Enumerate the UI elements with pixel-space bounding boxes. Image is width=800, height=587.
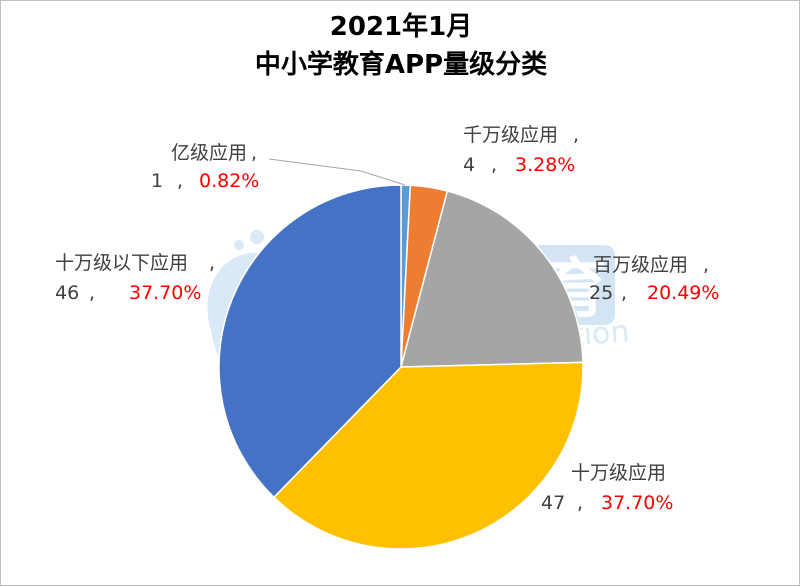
pie-slice-4 [218, 184, 402, 499]
watermark-drop-icon [250, 230, 264, 244]
label-comma: , [251, 142, 257, 164]
slice-label-name: 亿级应用 [171, 142, 247, 164]
slice-label-name: 十万级应用 [571, 462, 666, 484]
slice-label-count: 1 [151, 170, 163, 192]
data-label-shiwanji: 十万级应用 47 , 37.70% [541, 462, 673, 514]
data-label-yiji: 亿级应用 , 1 , 0.82% [151, 142, 259, 192]
pie-slices [218, 184, 584, 550]
slice-label-percent: 37.70% [129, 282, 201, 304]
chart-title-line2: 中小学教育APP量级分类 [255, 49, 547, 80]
label-comma: , [209, 252, 215, 274]
slice-label-count: 25 [589, 282, 613, 304]
slice-label-name: 千万级应用 [463, 124, 558, 146]
slice-label-count: 47 [541, 492, 565, 514]
label-comma: , [89, 282, 95, 304]
slice-label-name: 百万级应用 [593, 254, 688, 276]
leader-line [268, 158, 406, 186]
slice-label-percent: 37.70% [601, 492, 673, 514]
label-comma: , [703, 254, 709, 276]
data-label-shiwanji-yixia: 十万级以下应用 , 46 , 37.70% [55, 252, 215, 304]
label-comma: , [491, 154, 497, 176]
chart-title-line1: 2021年1月 [330, 11, 472, 42]
label-comma: , [573, 124, 579, 146]
label-comma: , [577, 492, 583, 514]
label-comma: , [621, 282, 627, 304]
pie-slice-2 [400, 190, 584, 368]
slice-label-percent: 0.82% [199, 170, 259, 192]
slice-label-name: 十万级以下应用 [55, 252, 188, 274]
slice-label-percent: 20.49% [647, 282, 719, 304]
data-label-qianwanji: 千万级应用 , 4 , 3.28% [463, 124, 579, 176]
slice-label-count: 46 [55, 282, 79, 304]
pie-slice-3 [272, 361, 584, 550]
slice-label-count: 4 [463, 154, 475, 176]
data-label-baiwanji: 百万级应用 , 25 , 20.49% [589, 254, 719, 304]
watermark-drop-icon [234, 240, 244, 250]
slice-label-percent: 3.28% [515, 154, 575, 176]
label-comma: , [177, 170, 183, 192]
